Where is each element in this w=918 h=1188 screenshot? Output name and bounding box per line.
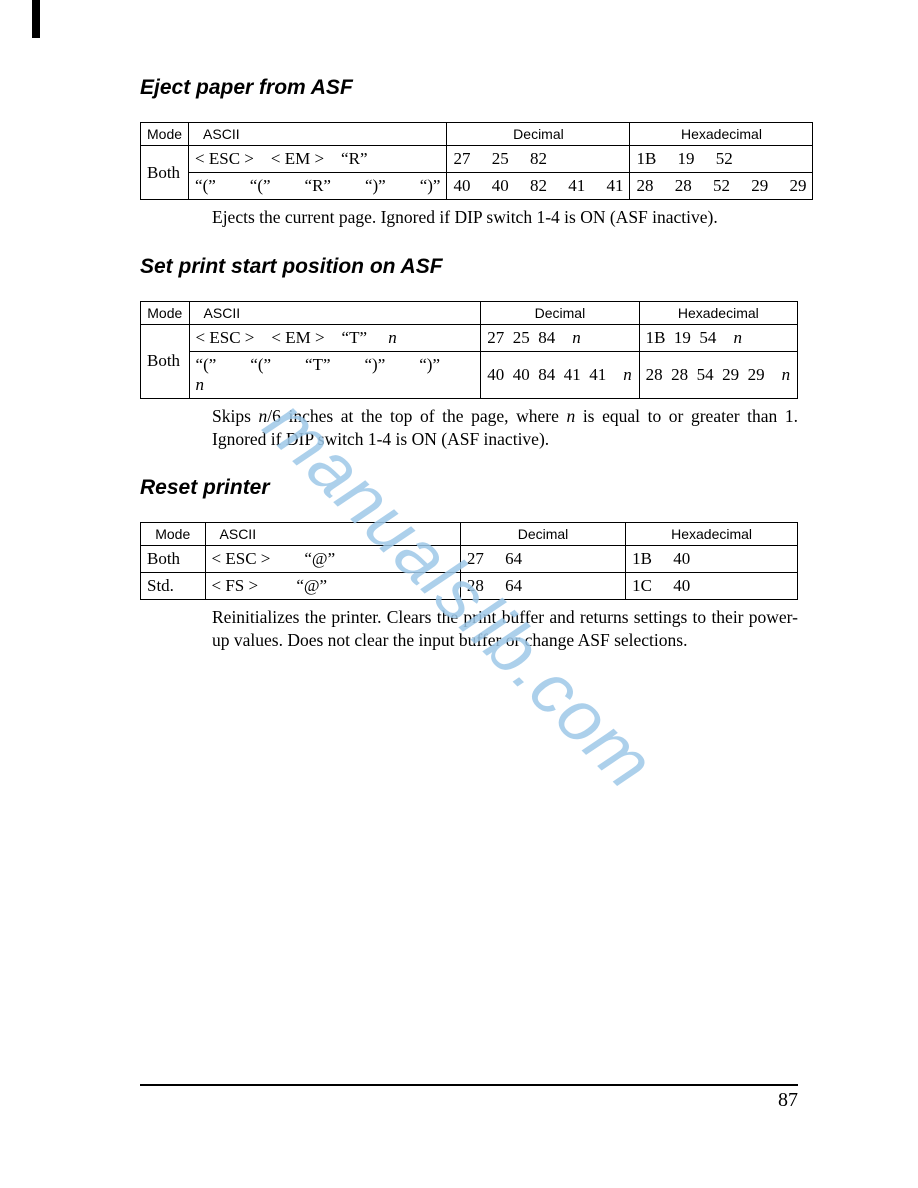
- desc-reset: Reinitializes the printer. Clears the pr…: [212, 606, 798, 652]
- footer-rule: [140, 1084, 798, 1086]
- cell-mode: Both: [141, 146, 189, 200]
- th-mode: Mode: [141, 523, 206, 546]
- cell-dec: 40 40 82 41 41: [447, 173, 630, 200]
- table-row: Both < ESC > < EM > “T” n 27 25 84 n 1B …: [141, 324, 798, 351]
- table-header-row: Mode ASCII Decimal Hexadecimal: [141, 301, 798, 324]
- page-content: Eject paper from ASF Mode ASCII Decimal …: [0, 0, 918, 652]
- cell-hex: 28 28 52 29 29: [630, 173, 813, 200]
- section-title-reset: Reset printer: [140, 476, 798, 500]
- cell-hex: 28 28 54 29 29 n: [639, 351, 797, 398]
- cell-ascii: < FS > “@”: [205, 573, 460, 600]
- cell-dec: 28 64: [460, 573, 625, 600]
- table-row: “(” “(” “T” “)” “)” n 40 40 84 41 41 n 2…: [141, 351, 798, 398]
- th-mode: Mode: [141, 123, 189, 146]
- th-ascii: ASCII: [205, 523, 460, 546]
- section-title-eject: Eject paper from ASF: [140, 76, 798, 100]
- cell-mode: Both: [141, 324, 190, 398]
- th-decimal: Decimal: [447, 123, 630, 146]
- cell-hex: 1C 40: [626, 573, 798, 600]
- cell-mode: Std.: [141, 573, 206, 600]
- th-mode: Mode: [141, 301, 190, 324]
- th-decimal: Decimal: [481, 301, 639, 324]
- table-row: Both < ESC > “@” 27 64 1B 40: [141, 546, 798, 573]
- th-ascii: ASCII: [189, 123, 447, 146]
- th-hex: Hexadecimal: [639, 301, 797, 324]
- cell-hex: 1B 19 52: [630, 146, 813, 173]
- page-edge-mark: [32, 0, 40, 38]
- cell-dec: 40 40 84 41 41 n: [481, 351, 639, 398]
- cell-hex: 1B 40: [626, 546, 798, 573]
- table-eject: Mode ASCII Decimal Hexadecimal Both < ES…: [140, 122, 813, 200]
- cell-mode: Both: [141, 546, 206, 573]
- th-hex: Hexadecimal: [630, 123, 813, 146]
- cell-hex: 1B 19 54 n: [639, 324, 797, 351]
- table-row: Std. < FS > “@” 28 64 1C 40: [141, 573, 798, 600]
- th-hex: Hexadecimal: [626, 523, 798, 546]
- cell-dec: 27 25 82: [447, 146, 630, 173]
- section-title-start-pos: Set print start position on ASF: [140, 255, 798, 279]
- table-row: Both < ESC > < EM > “R” 27 25 82 1B 19 5…: [141, 146, 813, 173]
- th-ascii: ASCII: [189, 301, 481, 324]
- table-reset: Mode ASCII Decimal Hexadecimal Both < ES…: [140, 522, 798, 600]
- table-start-pos: Mode ASCII Decimal Hexadecimal Both < ES…: [140, 301, 798, 399]
- cell-dec: 27 64: [460, 546, 625, 573]
- cell-dec: 27 25 84 n: [481, 324, 639, 351]
- page-number: 87: [778, 1089, 798, 1112]
- table-header-row: Mode ASCII Decimal Hexadecimal: [141, 123, 813, 146]
- cell-ascii: “(” “(” “R” “)” “)”: [189, 173, 447, 200]
- desc-start-pos: Skips n/6 inches at the top of the page,…: [212, 405, 798, 451]
- table-row: “(” “(” “R” “)” “)” 40 40 82 41 41 28 28…: [141, 173, 813, 200]
- th-decimal: Decimal: [460, 523, 625, 546]
- cell-ascii: < ESC > < EM > “T” n: [189, 324, 481, 351]
- cell-ascii: < ESC > < EM > “R”: [189, 146, 447, 173]
- cell-ascii: “(” “(” “T” “)” “)” n: [189, 351, 481, 398]
- cell-ascii: < ESC > “@”: [205, 546, 460, 573]
- desc-eject: Ejects the current page. Ignored if DIP …: [212, 206, 798, 229]
- table-header-row: Mode ASCII Decimal Hexadecimal: [141, 523, 798, 546]
